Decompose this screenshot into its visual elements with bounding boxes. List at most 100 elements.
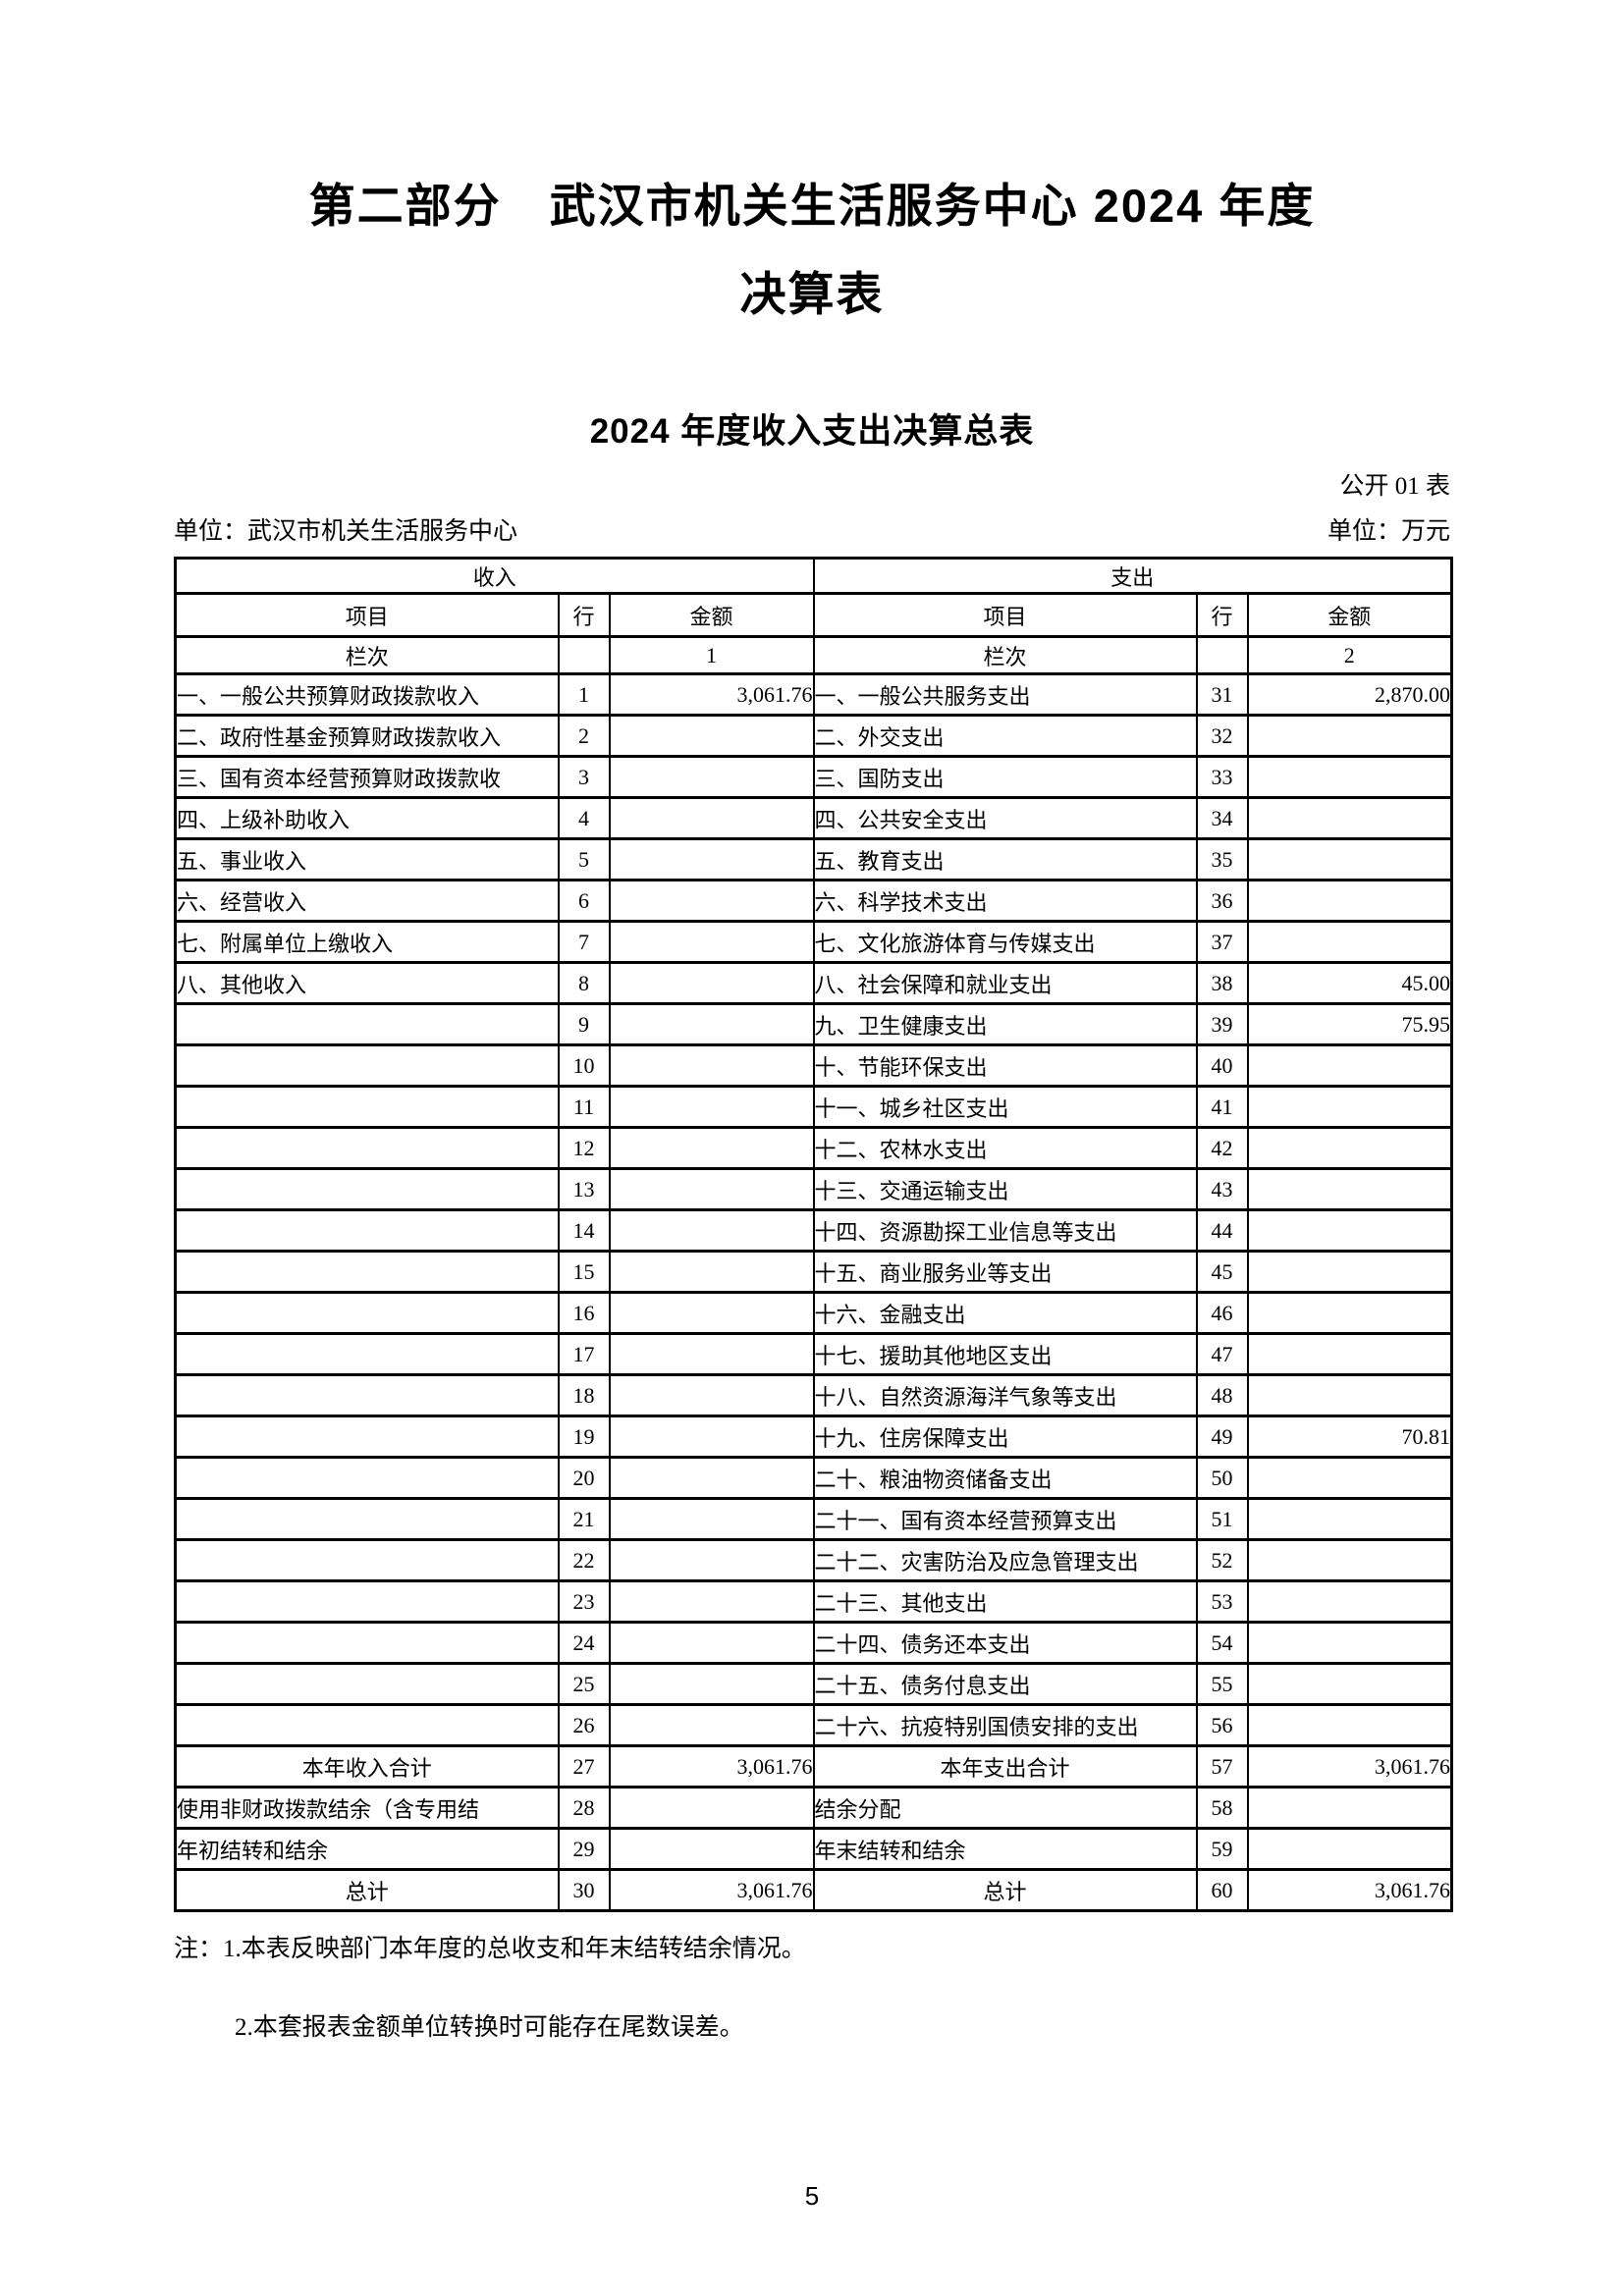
income-item-cell — [174, 1085, 560, 1129]
expense-line-cell: 38 — [1195, 961, 1249, 1005]
income-line-cell: 18 — [557, 1373, 611, 1417]
table-row: 使用非财政拨款结余（含专用结 28 结余分配 58 — [174, 1786, 1453, 1830]
expense-amount-cell — [1246, 1579, 1453, 1624]
expense-amount-cell — [1246, 1291, 1453, 1335]
expense-amount-cell — [1246, 1621, 1453, 1665]
document-title-line1: 第二部分 武汉市机关生活服务中心 2024 年度 — [308, 180, 1316, 232]
income-line-cell: 16 — [557, 1291, 611, 1335]
unit-row: 单位：武汉市机关生活服务中心 单位：万元 — [174, 515, 1450, 549]
expense-column-index-cell: 2 — [1246, 635, 1453, 675]
income-amount-cell — [608, 1085, 815, 1129]
expense-line-cell: 59 — [1195, 1827, 1249, 1871]
table-row: 三、国有资本经营预算财政拨款收 3 三、国防支出 33 — [174, 755, 1453, 799]
expense-item-cell: 二十四、债务还本支出 — [812, 1621, 1198, 1665]
income-amount-cell — [608, 1827, 815, 1871]
income-amount-cell — [608, 796, 815, 840]
expense-item-cell: 十四、资源勘探工业信息等支出 — [812, 1208, 1198, 1253]
expense-amount-cell — [1246, 1827, 1453, 1871]
expense-amount-cell — [1246, 1703, 1453, 1747]
expense-amount-cell — [1246, 837, 1453, 881]
expense-amount-cell — [1246, 1786, 1453, 1830]
budget-summary-table: 收入 支出 项目 行 金额 项目 行 金额 栏次 1 栏次 2 一、一般公共预算… — [174, 557, 1454, 1912]
expense-item-cell: 五、教育支出 — [812, 837, 1198, 881]
table-row: 9 九、卫生健康支出 39 75.95 — [174, 1002, 1453, 1046]
income-line-cell: 29 — [557, 1827, 611, 1871]
table-row: 本年收入合计 27 3,061.76 本年支出合计 57 3,061.76 — [174, 1744, 1453, 1789]
income-item-cell: 本年收入合计 — [174, 1744, 560, 1789]
expense-item-cell: 二十二、灾害防治及应急管理支出 — [812, 1538, 1198, 1582]
expense-amount-cell — [1246, 796, 1453, 840]
expense-amount-cell — [1246, 1085, 1453, 1129]
table-row: 15 十五、商业服务业等支出 45 — [174, 1250, 1453, 1294]
income-amount-cell — [608, 755, 815, 799]
income-item-cell — [174, 1208, 560, 1253]
expense-item-cell: 九、卫生健康支出 — [812, 1002, 1198, 1046]
table-row: 18 十八、自然资源海洋气象等支出 48 — [174, 1373, 1453, 1417]
income-amount-cell — [608, 1786, 815, 1830]
expense-item-cell: 四、公共安全支出 — [812, 796, 1198, 840]
income-amount-cell — [608, 1703, 815, 1747]
table-row: 年初结转和结余 29 年末结转和结余 59 — [174, 1827, 1453, 1871]
income-line-cell: 23 — [557, 1579, 611, 1624]
table-row: 八、其他收入 8 八、社会保障和就业支出 38 45.00 — [174, 961, 1453, 1005]
expense-line-cell: 46 — [1195, 1291, 1249, 1335]
income-amount-cell — [608, 1332, 815, 1376]
income-line-column-header: 行 — [557, 592, 611, 638]
expense-item-cell: 一、一般公共服务支出 — [812, 672, 1198, 717]
expense-line-cell: 39 — [1195, 1002, 1249, 1046]
expense-section-header: 支出 — [812, 557, 1453, 595]
expense-amount-cell — [1246, 1126, 1453, 1170]
income-item-cell: 二、政府性基金预算财政拨款收入 — [174, 714, 560, 758]
expense-line-cell: 32 — [1195, 714, 1249, 758]
income-section-header: 收入 — [174, 557, 815, 595]
table-body: 一、一般公共预算财政拨款收入 1 3,061.76 一、一般公共服务支出 31 2,870… — [174, 672, 1453, 1912]
table-row: 二、政府性基金预算财政拨款收入 2 二、外交支出 32 — [174, 714, 1453, 758]
expense-line-cell: 35 — [1195, 837, 1249, 881]
expense-amount-cell — [1246, 1373, 1453, 1417]
unit-currency-label: 单位：万元 — [1326, 518, 1450, 545]
income-item-cell — [174, 1291, 560, 1335]
table-row: 六、经营收入 6 六、科学技术支出 36 — [174, 879, 1453, 923]
expense-amount-cell: 75.95 — [1246, 1002, 1453, 1046]
income-item-cell: 六、经营收入 — [174, 879, 560, 923]
column-index-row: 栏次 1 栏次 2 — [174, 635, 1453, 675]
income-line-cell: 3 — [557, 755, 611, 799]
expense-amount-cell — [1246, 920, 1453, 964]
table-row: 17 十七、援助其他地区支出 47 — [174, 1332, 1453, 1376]
expense-item-cell: 三、国防支出 — [812, 755, 1198, 799]
empty-cell — [1195, 635, 1249, 675]
income-amount-cell — [608, 1497, 815, 1541]
income-line-cell: 11 — [557, 1085, 611, 1129]
expense-item-cell: 十二、农林水支出 — [812, 1126, 1198, 1170]
income-amount-cell — [608, 1250, 815, 1294]
income-amount-cell — [608, 1167, 815, 1211]
expense-amount-cell — [1246, 755, 1453, 799]
expense-item-cell: 十八、自然资源海洋气象等支出 — [812, 1373, 1198, 1417]
income-item-cell: 使用非财政拨款结余（含专用结 — [174, 1786, 560, 1830]
income-amount-cell: 3,061.76 — [608, 1744, 815, 1789]
expense-line-cell: 53 — [1195, 1579, 1249, 1624]
income-line-cell: 9 — [557, 1002, 611, 1046]
income-amount-cell — [608, 1373, 815, 1417]
expense-item-cell: 十六、金融支出 — [812, 1291, 1198, 1335]
document-content: 2024 年度收入支出决算总表 公开 01 表 单位：武汉市机关生活服务中心 单… — [174, 409, 1454, 2211]
income-amount-column-header: 金额 — [608, 592, 815, 638]
table-row: 四、上级补助收入 4 四、公共安全支出 34 — [174, 796, 1453, 840]
income-amount-cell — [608, 1043, 815, 1088]
table-row: 21 二十一、国有资本经营预算支出 51 — [174, 1497, 1453, 1541]
income-amount-cell — [608, 1126, 815, 1170]
expense-line-cell: 34 — [1195, 796, 1249, 840]
income-line-cell: 17 — [557, 1332, 611, 1376]
expense-line-cell: 47 — [1195, 1332, 1249, 1376]
expense-item-cell: 二十六、抗疫特别国债安排的支出 — [812, 1703, 1198, 1747]
expense-line-cell: 56 — [1195, 1703, 1249, 1747]
income-line-cell: 21 — [557, 1497, 611, 1541]
income-item-cell — [174, 1373, 560, 1417]
expense-line-cell: 55 — [1195, 1662, 1249, 1706]
expense-amount-cell — [1246, 1250, 1453, 1294]
section-header-row: 收入 支出 — [174, 557, 1453, 595]
expense-line-column-header: 行 — [1195, 592, 1249, 638]
document-title-line2: 决算表 — [739, 268, 885, 320]
table-title: 2024 年度收入支出决算总表 — [589, 412, 1035, 451]
expense-line-cell: 50 — [1195, 1456, 1249, 1500]
